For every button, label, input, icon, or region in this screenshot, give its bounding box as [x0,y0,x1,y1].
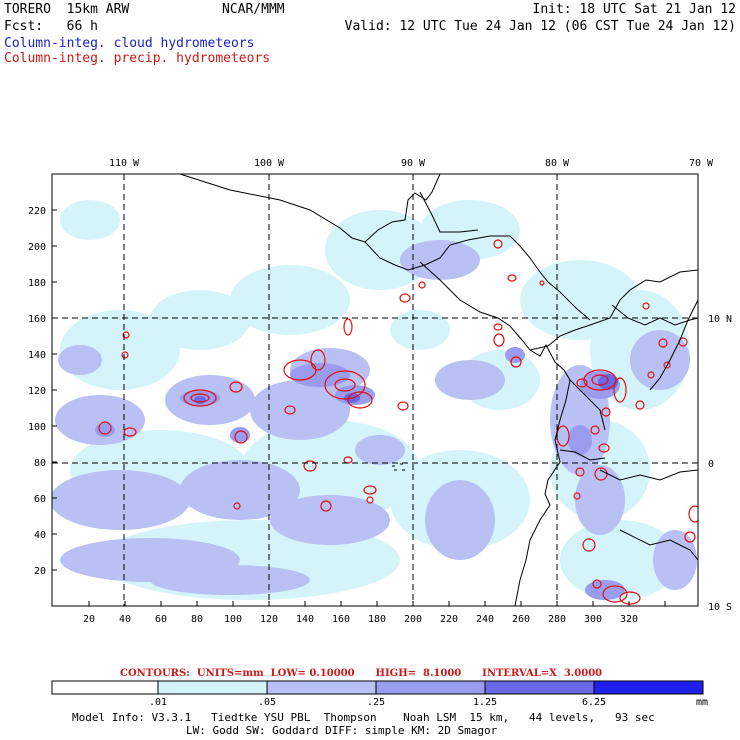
y-tick-labels: 20 40 60 80 100 120 140 160 180 200 220 [28,206,46,577]
lon-label-80w: 80 W [545,158,570,169]
organization: NCAR/MMM [222,2,285,17]
field-title-precip: Column-integ. precip. hydrometeors [4,51,271,66]
colorbar-label: 6.25 [582,697,606,708]
colorbar-units: mm [696,697,708,708]
x-tick-label: 200 [404,614,422,625]
x-tick-label: 320 [620,614,638,625]
y-tick-label: 120 [28,386,46,397]
y-tick-label: 60 [34,494,46,505]
y-tick-label: 140 [28,350,46,361]
lon-label-100w: 100 W [254,158,285,169]
precip-contours [98,239,698,605]
lon-label-110w: 110 W [109,158,140,169]
x-tick-label: 20 [83,614,95,625]
colorbar: .01 .05 .25 1.25 6.25 mm [51,680,708,708]
valid-time: Valid: 12 UTC Tue 24 Jan 12 (06 CST Tue … [344,19,736,34]
x-tick-label: 240 [476,614,494,625]
y-tick-label: 40 [34,530,46,541]
y-tick-label: 100 [28,422,46,433]
x-tick-label: 120 [260,614,278,625]
lat-label-0: 0 [708,459,714,470]
x-tick-label: 100 [224,614,242,625]
map-area [52,174,698,606]
y-tick-label: 180 [28,278,46,289]
contour-info: CONTOURS: UNITS=mm LOW= 0.10000 HIGH= 8.… [120,668,602,679]
lon-label-70w: 70 W [689,158,714,169]
x-tick-label: 300 [584,614,602,625]
x-tick-label: 60 [155,614,167,625]
latlon-grid [52,174,698,606]
x-tick-label: 280 [548,614,566,625]
y-tick-label: 220 [28,206,46,217]
lat-label-10n: 10 N [708,314,732,325]
field-title-cloud: Column-integ. cloud hydrometeors [4,36,255,51]
forecast-hour: Fcst: 66 h [4,19,98,34]
lat-label-10s: 10 S [708,602,732,613]
colorbar-label: .01 [149,697,167,708]
y-tick-label: 80 [34,458,46,469]
x-tick-label: 160 [332,614,350,625]
x-tick-label: 180 [368,614,386,625]
x-tick-label: 220 [440,614,458,625]
y-axis-ticks [52,209,57,571]
init-time: Init: 18 UTC Sat 21 Jan 12 [532,2,737,17]
x-axis-ticks [88,601,666,606]
model-info-line2: LW: Godd SW: Goddard DIFF: simple KM: 2D… [186,724,498,737]
x-tick-label: 80 [191,614,203,625]
model-info-line1: Model Info: V3.3.1 Tiedtke YSU PBL Thomp… [72,711,655,724]
colorbar-label: .05 [258,697,276,708]
x-tick-label: 260 [512,614,530,625]
y-tick-label: 200 [28,242,46,253]
lon-label-90w: 90 W [401,158,426,169]
x-tick-label: 40 [119,614,131,625]
y-tick-label: 160 [28,314,46,325]
colorbar-label: 1.25 [473,697,497,708]
x-tick-label: 140 [296,614,314,625]
coastlines [179,174,698,606]
model-name: TORERO 15km ARW [4,2,130,17]
y-tick-label: 20 [34,566,46,577]
x-tick-labels: 20 40 60 80 100 120 140 160 180 200 220 … [83,614,638,625]
colorbar-label: .25 [367,697,385,708]
